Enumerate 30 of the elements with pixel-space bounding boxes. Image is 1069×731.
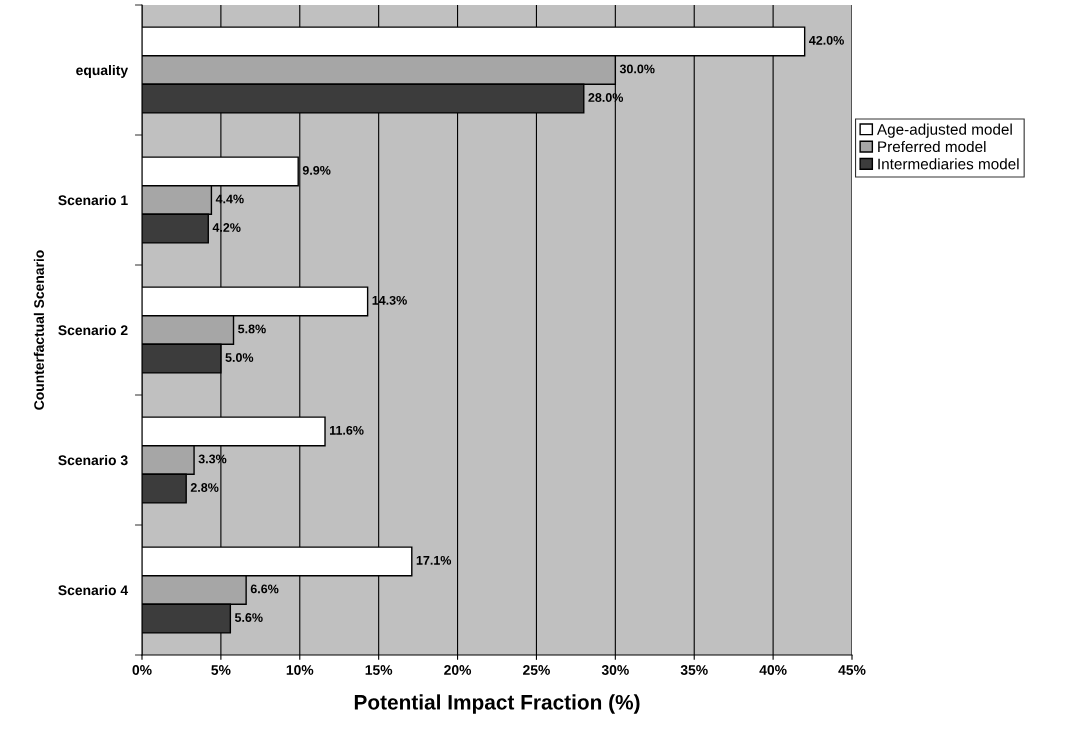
data-label: 2.8% xyxy=(190,483,219,492)
x-tick-label: 0% xyxy=(132,665,152,675)
data-label: 5.0% xyxy=(225,353,254,362)
y-tick-label: Scenario 4 xyxy=(58,584,129,596)
data-label: 5.8% xyxy=(238,324,266,334)
data-label: 30.0% xyxy=(619,64,655,74)
data-label: 5.6% xyxy=(234,613,263,622)
x-tick-label: 40% xyxy=(759,665,787,675)
x-tick-label: 30% xyxy=(601,665,629,675)
data-label: 6.6% xyxy=(250,584,279,594)
y-axis-title: Counterfactual Scenario xyxy=(33,250,45,410)
data-label: 9.9% xyxy=(302,165,331,175)
y-tick-label: Scenario 3 xyxy=(58,454,128,466)
x-tick-label: 25% xyxy=(523,665,550,675)
x-axis-title: Potential Impact Fraction (%) xyxy=(354,694,640,714)
x-tick-label: 45% xyxy=(838,665,866,675)
data-label: 42.0% xyxy=(809,35,844,45)
legend-label: Age-adjusted model xyxy=(876,123,1012,138)
legend-label: Intermediaries model xyxy=(878,158,1019,170)
y-tick-label: equality xyxy=(76,64,129,78)
x-tick-label: 5% xyxy=(211,665,231,675)
y-tick-label: Scenario 1 xyxy=(58,194,128,206)
x-tick-label: 15% xyxy=(365,665,393,675)
x-tick-label: 10% xyxy=(286,665,314,675)
x-tick-label: 20% xyxy=(444,665,472,675)
y-tick-label: Scenario 2 xyxy=(58,324,128,336)
data-label: 17.1% xyxy=(416,555,452,565)
data-label: 11.6% xyxy=(329,425,364,435)
x-tick-label: 35% xyxy=(680,665,708,675)
legend-label: Preferred model xyxy=(878,140,986,153)
